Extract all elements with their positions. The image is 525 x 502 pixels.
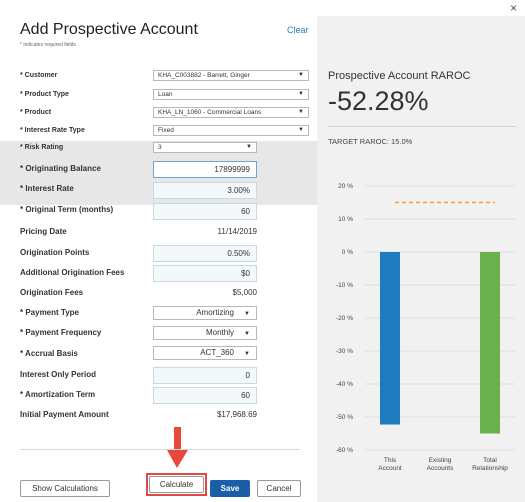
payment-type-label: * Payment Type <box>20 308 79 317</box>
calculate-highlight-box <box>146 473 207 496</box>
y-tick-label: -30 % <box>336 348 353 355</box>
pricing-date-value: 11/14/2019 <box>217 227 257 236</box>
customer-label: * Customer <box>20 72 58 79</box>
chevron-down-icon: ▼ <box>298 109 304 115</box>
accrual-basis-value: ACT_360 <box>200 348 234 357</box>
payment-type-select[interactable]: Amortizing ▼ <box>153 306 257 320</box>
originating-balance-input[interactable]: 17899999 <box>153 161 257 178</box>
accrual-basis-label: * Accrual Basis <box>20 349 78 358</box>
chevron-down-icon: ▼ <box>246 144 252 150</box>
bar <box>480 252 500 434</box>
product-select[interactable]: KHA_LN_1060 - Commercial Loans ▼ <box>153 107 309 118</box>
save-button[interactable]: Save <box>210 480 250 497</box>
x-tick-label: Accounts <box>427 465 454 472</box>
product-label: * Product <box>20 109 52 116</box>
payment-frequency-label: * Payment Frequency <box>20 328 102 337</box>
pricing-date-label: Pricing Date <box>20 227 67 236</box>
raroc-title: Prospective Account RAROC <box>328 70 471 82</box>
interest-rate-type-label: * Interest Rate Type <box>20 127 85 134</box>
annotation-arrow-icon <box>167 450 188 468</box>
product-type-select[interactable]: Loan ▼ <box>153 89 309 100</box>
window-topbar: × <box>0 0 525 16</box>
additional-origination-fees-input[interactable]: $0 <box>153 265 257 282</box>
chevron-down-icon: ▼ <box>244 331 250 337</box>
origination-fees-value: $5,000 <box>232 288 257 297</box>
raroc-value: -52.28% <box>328 86 429 116</box>
raroc-chart: 20 % 10 % 0 % -10 % -20 % -30 % -40 % -50 % -60 … <box>336 183 515 472</box>
clear-link[interactable]: Clear <box>287 25 309 35</box>
raroc-panel: Prospective Account RAROC -52.28% TARGET… <box>317 16 525 502</box>
y-tick-label: -20 % <box>336 315 353 322</box>
amortization-term-label: * Amortization Term <box>20 390 96 399</box>
chevron-down-icon: ▼ <box>244 351 250 357</box>
chevron-down-icon: ▼ <box>298 91 304 97</box>
y-tick-label: -60 % <box>336 447 353 454</box>
y-tick-label: 20 % <box>338 183 353 190</box>
form-divider <box>20 449 300 450</box>
customer-value: KHA_C003882 - Barrett, Ginger <box>158 72 250 79</box>
accrual-basis-select[interactable]: ACT_360 ▼ <box>153 346 257 360</box>
origination-points-input[interactable]: 0.50% <box>153 245 257 262</box>
originating-balance-label: * Originating Balance <box>20 164 101 173</box>
initial-payment-amount-label: Initial Payment Amount <box>20 410 109 419</box>
bar <box>380 252 400 425</box>
target-raroc-label: TARGET RAROC: 15.0% <box>328 137 413 146</box>
raroc-separator <box>328 126 516 127</box>
interest-rate-label: * Interest Rate <box>20 184 74 193</box>
x-tick-label: Existing <box>429 457 452 464</box>
close-icon[interactable]: × <box>509 1 517 15</box>
origination-fees-label: Origination Fees <box>20 288 84 297</box>
y-tick-label: 0 % <box>342 249 353 256</box>
payment-frequency-select[interactable]: Monthly ▼ <box>153 326 257 340</box>
customer-select[interactable]: KHA_C003882 - Barrett, Ginger ▼ <box>153 70 309 81</box>
form-title: Add Prospective Account <box>20 21 198 38</box>
x-tick-label: Total <box>483 457 497 464</box>
amortization-term-input[interactable]: 60 <box>153 387 257 404</box>
interest-rate-type-value: Fixed <box>158 127 174 134</box>
risk-rating-label: * Risk Rating <box>20 144 64 151</box>
x-tick-label: Account <box>378 465 402 472</box>
interest-only-period-input[interactable]: 0 <box>153 367 257 384</box>
product-type-label: * Product Type <box>20 91 69 98</box>
original-term-label: * Original Term (months) <box>20 205 114 214</box>
original-term-input[interactable]: 60 <box>153 203 257 220</box>
additional-origination-fees-label: Additional Origination Fees <box>20 268 125 277</box>
x-tick-label: This <box>384 457 397 464</box>
payment-frequency-value: Monthly <box>205 328 234 337</box>
risk-rating-select[interactable]: 3 ▼ <box>153 142 257 153</box>
interest-only-period-label: Interest Only Period <box>20 370 97 379</box>
chevron-down-icon: ▼ <box>244 311 250 317</box>
cancel-button[interactable]: Cancel <box>257 480 301 497</box>
payment-type-value: Amortizing <box>196 308 234 317</box>
annotation-arrow-shaft <box>174 427 181 451</box>
risk-rating-value: 3 <box>158 144 162 151</box>
y-tick-label: 10 % <box>338 216 353 223</box>
chevron-down-icon: ▼ <box>298 127 304 133</box>
initial-payment-amount-value: $17,968.69 <box>216 410 257 419</box>
origination-points-label: Origination Points <box>20 248 90 257</box>
required-note: * indicates required fields <box>20 42 76 48</box>
chevron-down-icon: ▼ <box>298 72 304 78</box>
product-type-value: Loan <box>158 91 173 98</box>
calculate-button[interactable]: Calculate <box>149 476 204 493</box>
product-value: KHA_LN_1060 - Commercial Loans <box>158 109 262 116</box>
y-tick-label: -40 % <box>336 381 353 388</box>
interest-rate-type-select[interactable]: Fixed ▼ <box>153 125 309 136</box>
interest-rate-input[interactable]: 3.00% <box>153 182 257 199</box>
show-calculations-button[interactable]: Show Calculations <box>20 480 110 497</box>
x-tick-label: Relationship <box>472 465 508 472</box>
y-tick-label: -10 % <box>336 282 353 289</box>
y-tick-label: -50 % <box>336 414 353 421</box>
